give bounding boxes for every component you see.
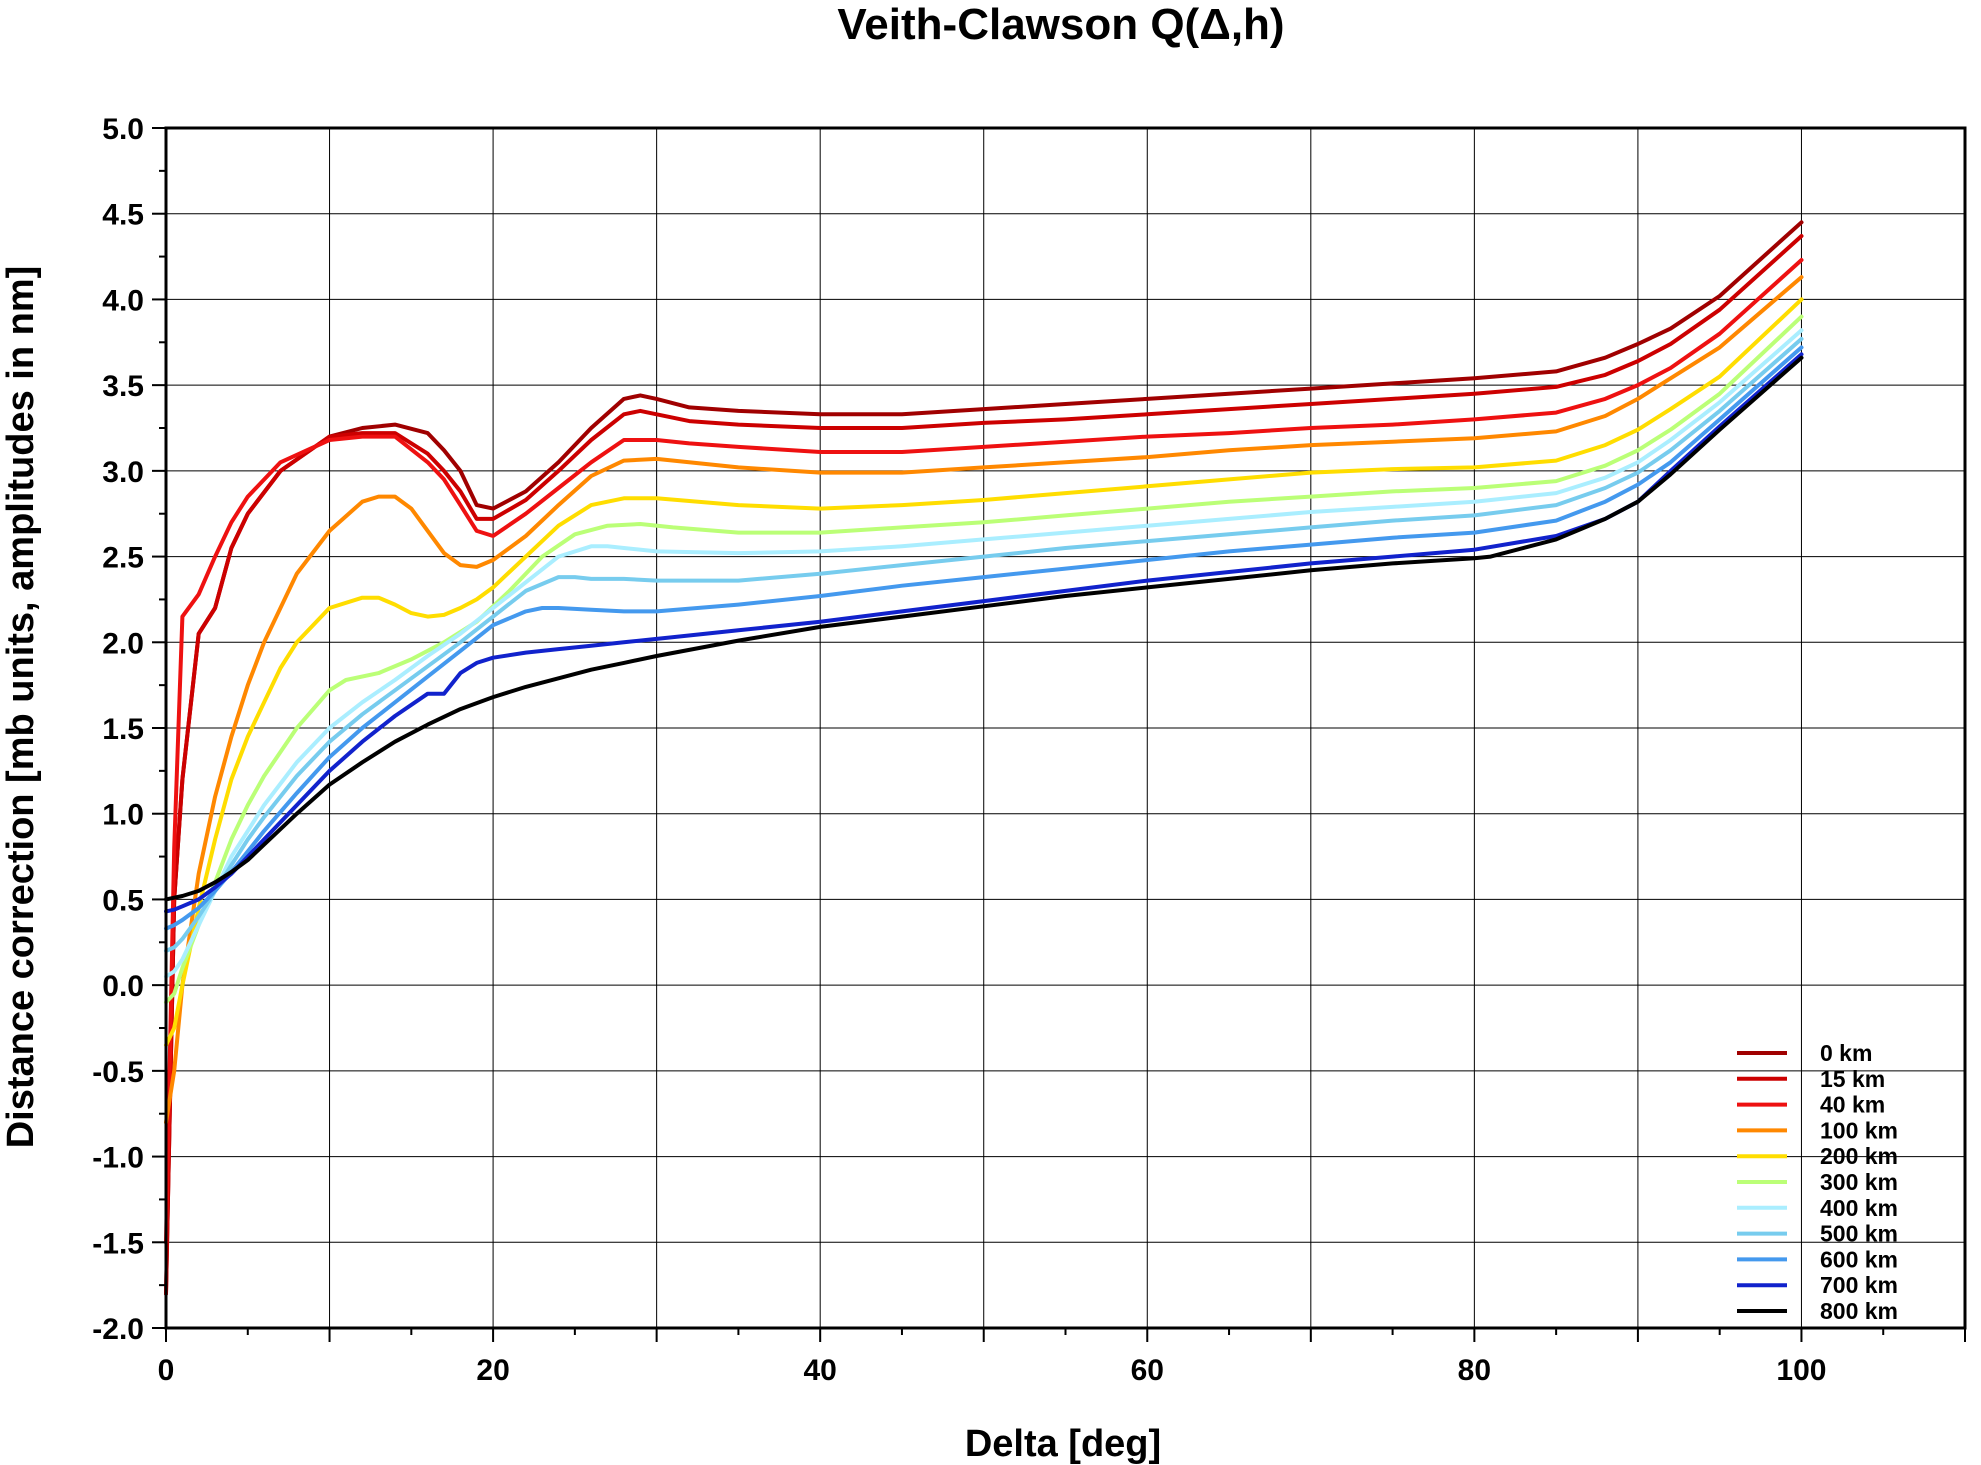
y-axis-ticks: -2.0 -1.5 -1.0 -0.5 0.0 0.5 1.0 1.5 2.0 2.5 3.0 3.5…: [92, 113, 166, 1346]
x-tick-label: 100: [1776, 1354, 1826, 1387]
y-tick-label: -0.5: [92, 1056, 144, 1089]
series-line-800-km: [164, 355, 1804, 902]
y-tick-label: 2.5: [102, 542, 144, 575]
series-line-400-km: [164, 328, 1804, 979]
legend-label-40-km: 40 km: [1820, 1092, 1885, 1118]
legend-label-400-km: 400 km: [1820, 1195, 1898, 1221]
series-lines: [164, 220, 1804, 1296]
x-axis-ticks: 0 20 40 60 80 100: [158, 1328, 1966, 1387]
legend-label-300-km: 300 km: [1820, 1169, 1898, 1195]
series-line-40-km: [164, 258, 1804, 1245]
series-line-300-km: [164, 314, 1804, 1005]
legend-label-700-km: 700 km: [1820, 1272, 1898, 1298]
y-tick-label: 3.5: [102, 370, 144, 403]
chart-title: Veith-Clawson Q(Δ,h): [837, 0, 1284, 49]
y-tick-label: -1.5: [92, 1227, 144, 1260]
legend-label-500-km: 500 km: [1820, 1221, 1898, 1247]
series-line-700-km: [164, 352, 1804, 914]
series-line-600-km: [164, 345, 1804, 931]
series-line-100-km: [164, 275, 1804, 1125]
y-tick-label: 0.0: [102, 970, 144, 1003]
x-tick-label: 80: [1458, 1354, 1491, 1387]
legend-label-800-km: 800 km: [1820, 1298, 1898, 1324]
y-axis-label: Distance correction [mb units, amplitude…: [0, 266, 42, 1149]
grid: [165, 127, 1966, 1329]
x-tick-label: 0: [158, 1354, 175, 1387]
legend-label-200-km: 200 km: [1820, 1143, 1898, 1169]
y-tick-label: 5.0: [102, 113, 144, 146]
y-tick-label: -1.0: [92, 1142, 144, 1175]
series-line-15-km: [164, 234, 1804, 1296]
y-tick-label: 0.5: [102, 884, 144, 917]
legend-label-600-km: 600 km: [1820, 1246, 1898, 1272]
x-axis-label: Delta [deg]: [965, 1423, 1161, 1465]
legend-label-0-km: 0 km: [1820, 1040, 1872, 1066]
y-tick-label: -2.0: [92, 1313, 144, 1346]
x-tick-label: 40: [803, 1354, 836, 1387]
x-tick-label: 60: [1131, 1354, 1164, 1387]
y-tick-label: 3.0: [102, 456, 144, 489]
y-tick-label: 4.5: [102, 199, 144, 232]
x-tick-label: 20: [476, 1354, 509, 1387]
legend-label-15-km: 15 km: [1820, 1066, 1885, 1092]
y-tick-label: 2.0: [102, 627, 144, 660]
series-line-200-km: [164, 297, 1804, 1048]
legend-label-100-km: 100 km: [1820, 1117, 1898, 1143]
series-line-500-km: [164, 336, 1804, 953]
y-tick-label: 4.0: [102, 284, 144, 317]
y-tick-label: 1.5: [102, 713, 144, 746]
y-tick-label: 1.0: [102, 799, 144, 832]
